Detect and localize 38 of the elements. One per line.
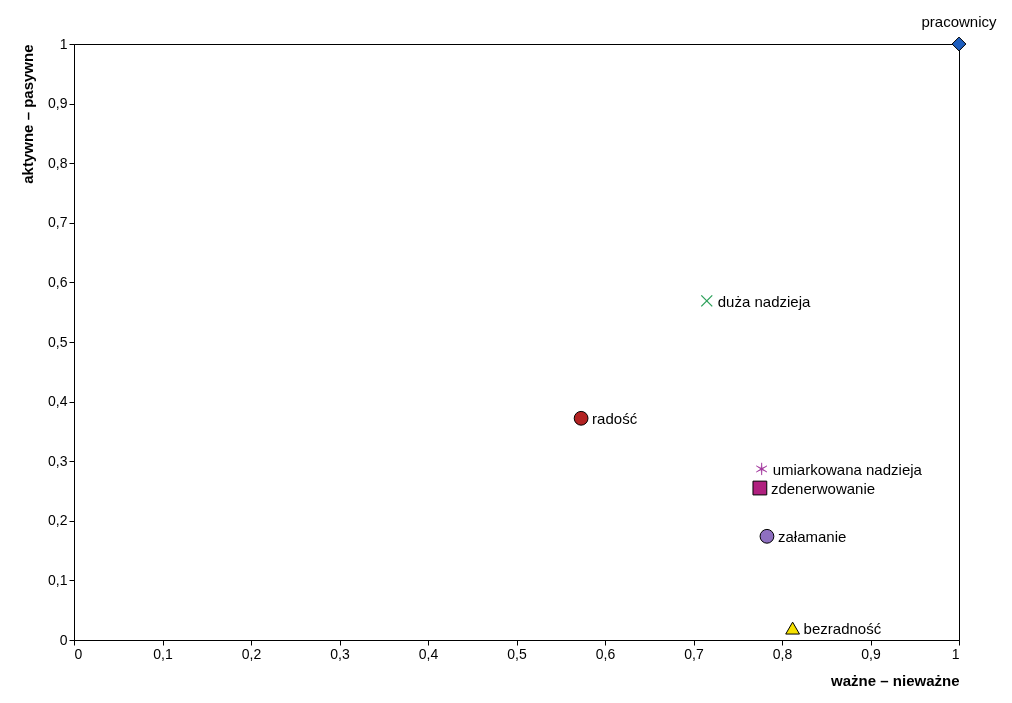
x-axis-title: ważne – nieważne	[830, 671, 960, 689]
series-label: radość	[592, 410, 638, 428]
series-label: zdenerwowanie	[770, 480, 876, 498]
y-tick-label: 0,8	[48, 154, 68, 171]
y-tick-label: 0,4	[48, 393, 68, 410]
y-tick-label: 0,5	[48, 333, 68, 350]
x-tick-label: 0,1	[153, 645, 173, 662]
series-label: załamanie	[777, 528, 847, 546]
point	[752, 480, 768, 496]
series-label: duża nadzieja	[717, 292, 811, 310]
point	[785, 621, 801, 635]
y-tick-label: 0	[59, 631, 68, 648]
point	[759, 528, 775, 544]
point	[573, 410, 589, 426]
x-tick-label: 0,2	[241, 645, 262, 662]
x-tick-label: 0	[74, 645, 83, 662]
x-tick-label: 0,5	[507, 645, 527, 662]
x-tick-label: 0,4	[418, 645, 439, 662]
x-tick-label: 0,8	[772, 645, 793, 662]
y-tick-label: 0,9	[48, 95, 68, 112]
y-tick-label: 0,1	[48, 571, 68, 588]
series-label: umiarkowana nadzieja	[772, 460, 923, 478]
x-tick-label: 0,7	[684, 645, 704, 662]
x-tick-label: 0,6	[595, 645, 616, 662]
x-tick-label: 0,3	[330, 645, 350, 662]
y-tick-label: 0,3	[48, 452, 68, 469]
y-axis-title: aktywne – pasywne	[19, 44, 37, 184]
x-tick-label: 0,9	[861, 645, 881, 662]
y-tick-label: 0,6	[48, 273, 68, 290]
x-tick-label: 1	[951, 645, 960, 662]
point	[951, 36, 967, 52]
series-label: pracownicy	[921, 13, 998, 30]
y-tick-label: 0,7	[48, 214, 68, 231]
y-tick-label: 1	[59, 35, 68, 52]
point	[756, 462, 768, 476]
point	[700, 294, 713, 307]
series-label: bezradność	[803, 620, 882, 638]
y-tick-label: 0,2	[48, 512, 68, 529]
